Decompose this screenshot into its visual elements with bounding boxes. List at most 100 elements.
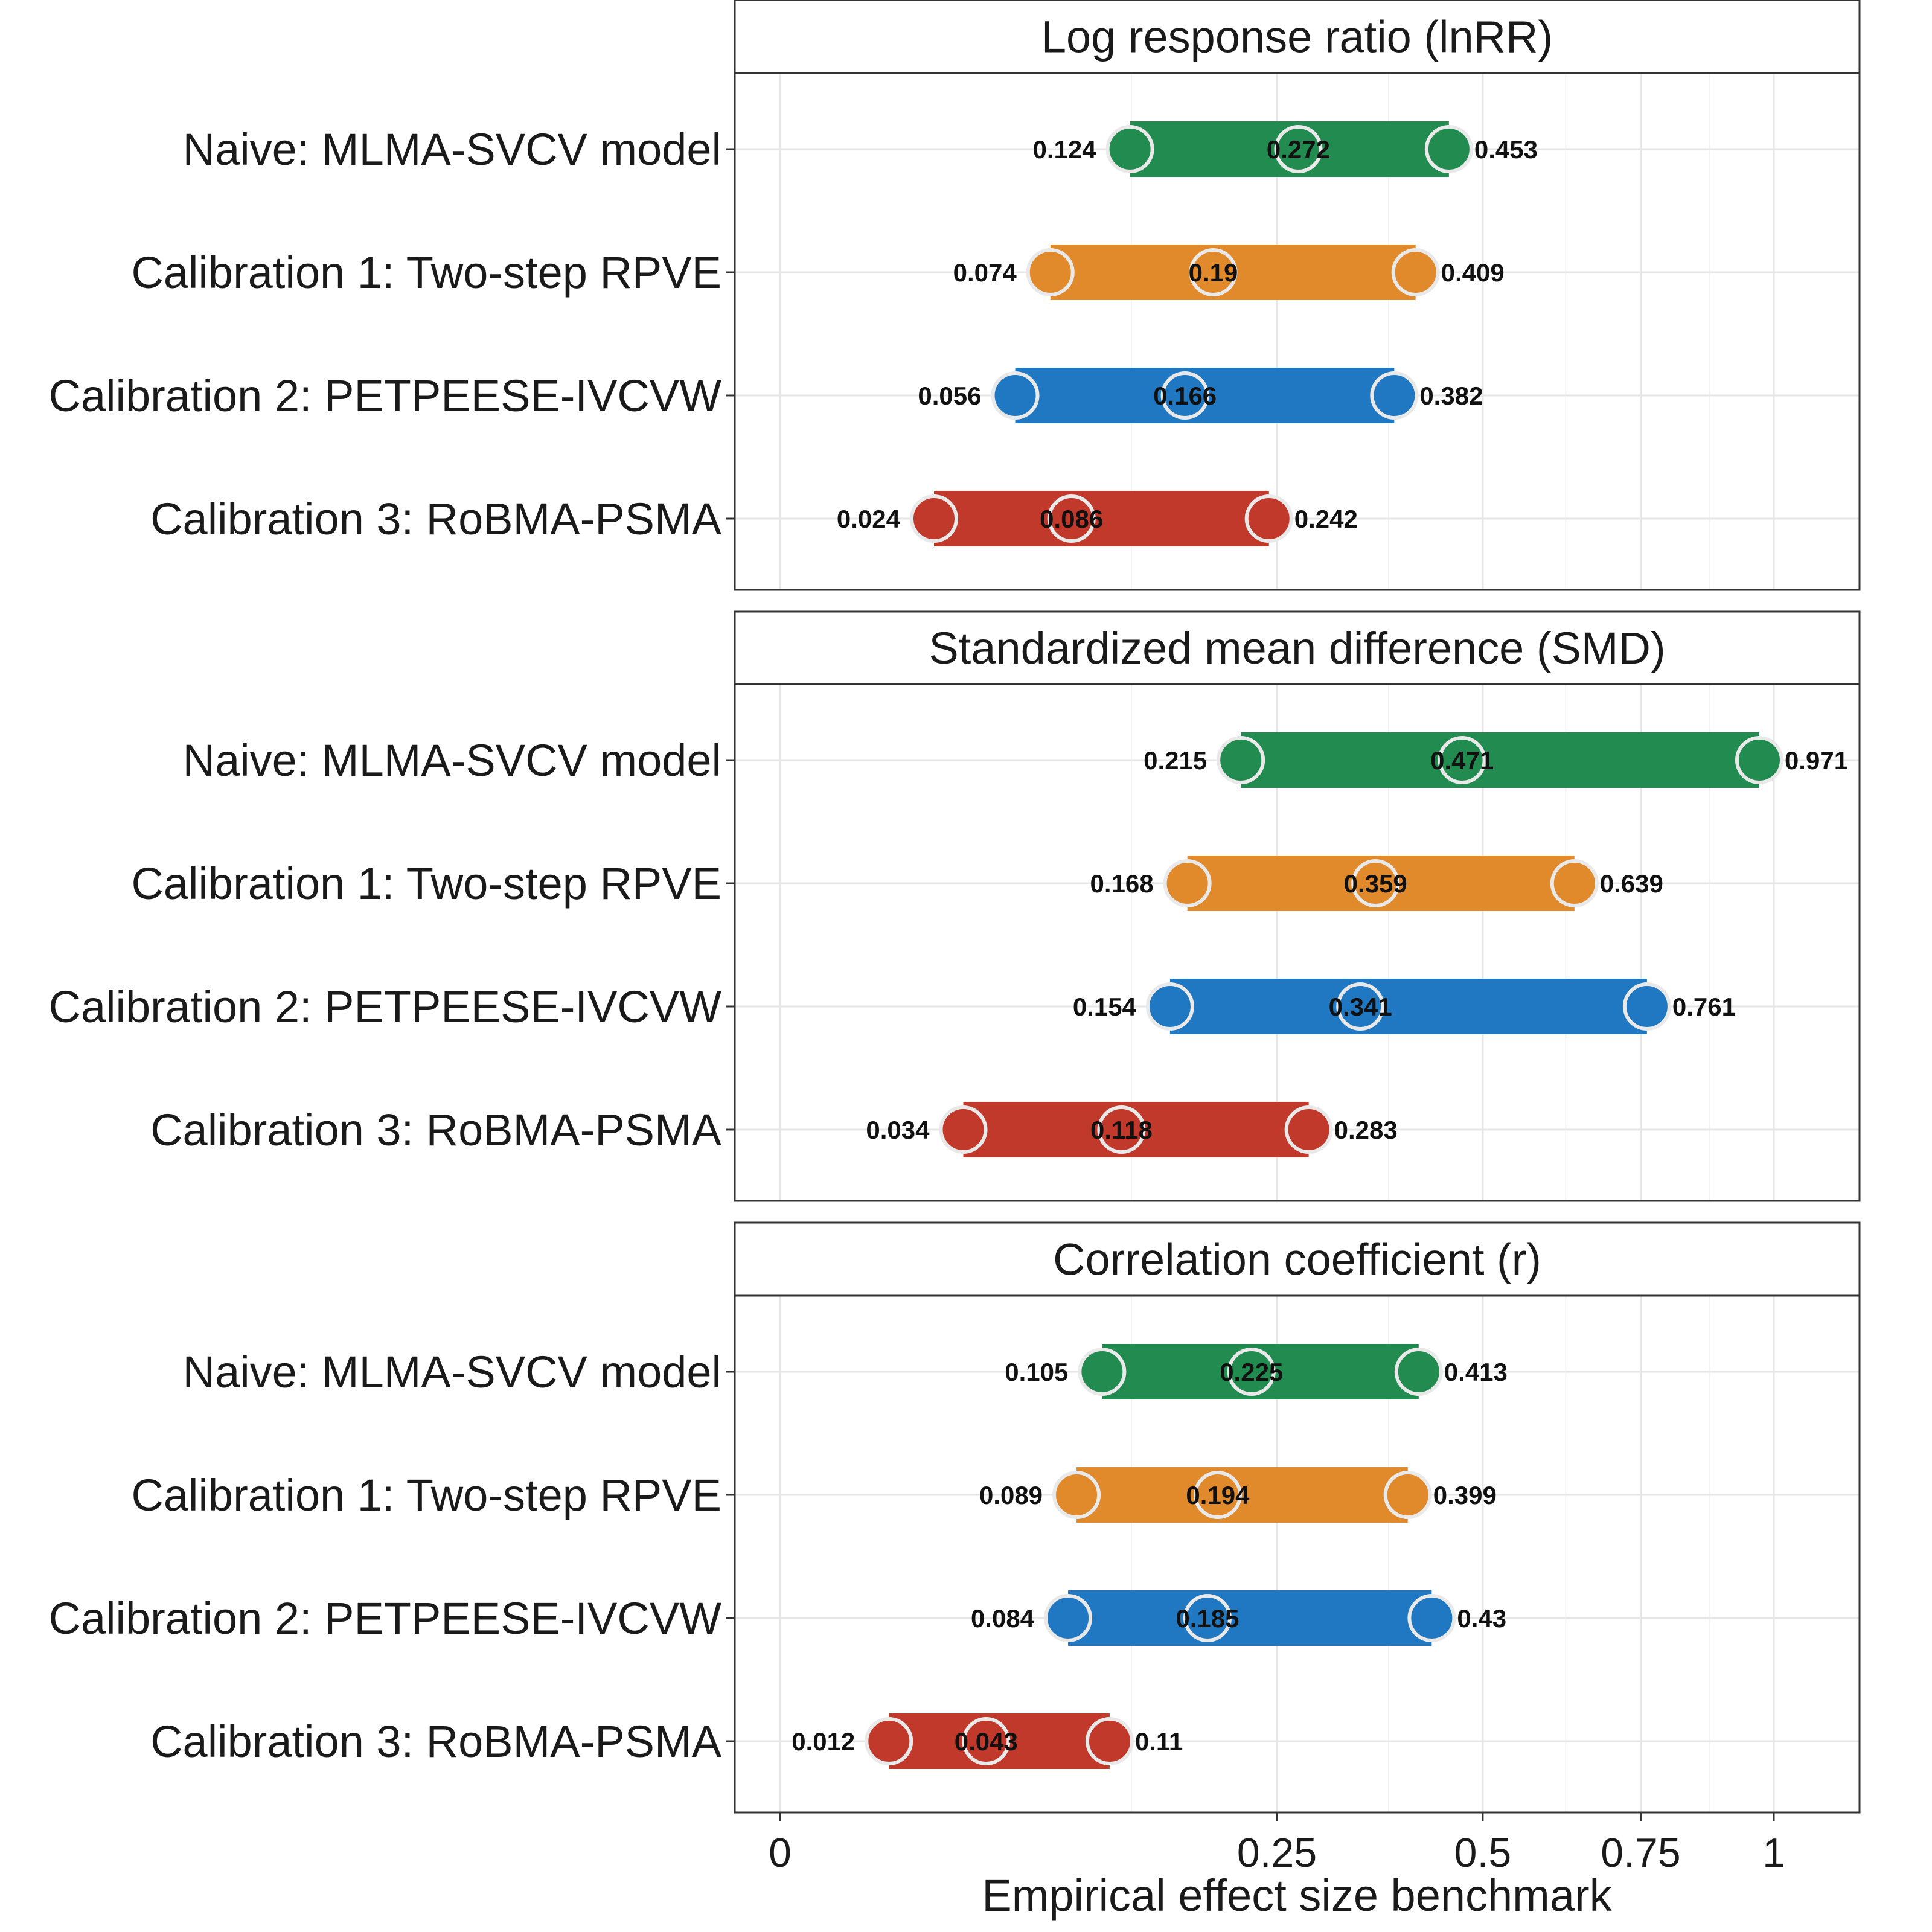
low-value-label: 0.215 xyxy=(1144,746,1207,775)
low-point xyxy=(1145,982,1194,1031)
mid-point xyxy=(1227,1348,1276,1396)
x-tick-label: 1 xyxy=(1762,1830,1785,1876)
range-bar xyxy=(1068,1590,1432,1646)
range-bar xyxy=(1015,368,1395,423)
low-point xyxy=(1105,125,1154,173)
plot-border xyxy=(734,1294,1861,1814)
high-point xyxy=(1085,1717,1134,1765)
low-value-label: 0.056 xyxy=(918,382,981,410)
panel-strip xyxy=(734,610,1861,685)
mid-value-label: 0.118 xyxy=(1090,1116,1153,1144)
range-bar xyxy=(1050,245,1416,300)
high-value-label: 0.242 xyxy=(1294,505,1358,533)
mid-value-label: 0.272 xyxy=(1267,135,1330,164)
low-value-label: 0.074 xyxy=(953,258,1017,287)
low-point xyxy=(991,371,1040,420)
low-point xyxy=(1026,248,1075,296)
panels: Log response ratio (lnRR) Naive: MLMA-SVC… xyxy=(49,0,1861,1814)
x-axis-title: Empirical effect size benchmark xyxy=(982,1870,1612,1921)
high-value-label: 0.453 xyxy=(1474,135,1538,164)
high-value-label: 0.399 xyxy=(1433,1481,1497,1509)
panel-strip xyxy=(734,0,1861,74)
range-bar xyxy=(1130,121,1449,177)
low-value-label: 0.089 xyxy=(979,1481,1043,1509)
high-value-label: 0.761 xyxy=(1672,993,1736,1021)
panel-title: Correlation coefficient (r) xyxy=(1053,1235,1541,1285)
low-value-label: 0.034 xyxy=(866,1116,930,1144)
high-point xyxy=(1284,1105,1333,1154)
panel: Correlation coefficient (r) Naive: MLMA-S… xyxy=(49,1221,1861,1814)
mid-point xyxy=(1351,859,1400,907)
x-tick-label: 0.25 xyxy=(1237,1830,1317,1876)
low-value-label: 0.124 xyxy=(1033,135,1097,164)
mid-point xyxy=(1097,1105,1146,1154)
low-point xyxy=(1217,736,1265,784)
low-point xyxy=(1044,1594,1093,1642)
mid-point xyxy=(962,1717,1011,1765)
mid-value-label: 0.225 xyxy=(1220,1358,1283,1386)
x-tick-label: 0 xyxy=(769,1830,792,1876)
category-label: Calibration 1: Two-step RPVE xyxy=(131,1470,721,1520)
mid-value-label: 0.359 xyxy=(1344,869,1407,898)
high-point xyxy=(1383,1471,1432,1519)
range-row: Calibration 1: Two-step RPVE 0.074 0.409 0.… xyxy=(131,245,1505,300)
low-value-label: 0.168 xyxy=(1090,869,1154,898)
high-point xyxy=(1424,125,1473,173)
category-label: Calibration 3: RoBMA-PSMA xyxy=(150,1716,722,1767)
range-row: Naive: MLMA-SVCV model 0.124 0.453 0.272 xyxy=(183,121,1538,177)
range-row: Naive: MLMA-SVCV model 0.215 0.971 0.471 xyxy=(183,732,1848,788)
high-point xyxy=(1622,982,1671,1031)
high-value-label: 0.11 xyxy=(1135,1727,1183,1756)
high-value-label: 0.971 xyxy=(1785,746,1848,775)
category-label: Calibration 1: Two-step RPVE xyxy=(131,859,721,909)
low-point xyxy=(1163,859,1212,907)
low-value-label: 0.084 xyxy=(971,1604,1035,1633)
range-row: Calibration 1: Two-step RPVE 0.089 0.399 0.… xyxy=(131,1467,1497,1523)
high-value-label: 0.413 xyxy=(1444,1358,1508,1386)
high-point xyxy=(1370,371,1419,420)
panel-strip xyxy=(734,1221,1861,1297)
range-row: Calibration 1: Two-step RPVE 0.168 0.639 0.… xyxy=(131,856,1663,911)
range-row: Calibration 3: RoBMA-PSMA 0.024 0.242 0.086 xyxy=(150,491,1358,546)
high-point xyxy=(1550,859,1599,907)
range-row: Naive: MLMA-SVCV model 0.105 0.413 0.225 xyxy=(183,1344,1508,1399)
range-row: Calibration 2: PETPEESE-IVCVW 0.154 0.761 0… xyxy=(49,979,1736,1034)
mid-value-label: 0.043 xyxy=(955,1727,1018,1756)
high-value-label: 0.43 xyxy=(1457,1604,1506,1633)
panel-title: Log response ratio (lnRR) xyxy=(1041,12,1553,62)
category-label: Calibration 3: RoBMA-PSMA xyxy=(150,494,722,544)
panel: Standardized mean difference (SMD) Naive:… xyxy=(49,610,1861,1202)
mid-value-label: 0.19 xyxy=(1189,258,1238,287)
category-label: Calibration 1: Two-step RPVE xyxy=(131,248,721,298)
category-label: Calibration 3: RoBMA-PSMA xyxy=(150,1105,722,1155)
mid-value-label: 0.185 xyxy=(1176,1604,1239,1633)
high-point xyxy=(1407,1594,1456,1642)
low-point xyxy=(865,1717,913,1765)
high-point xyxy=(1391,248,1440,296)
mid-point xyxy=(1193,1471,1242,1519)
x-tick-label: 0.75 xyxy=(1601,1830,1680,1876)
low-point xyxy=(1052,1471,1101,1519)
range-row: Calibration 3: RoBMA-PSMA 0.034 0.283 0.118 xyxy=(150,1102,1398,1157)
x-axis: 0 0.25 0.5 0.75 1 xyxy=(769,1812,1785,1876)
range-bar xyxy=(1102,1344,1419,1399)
panel: Log response ratio (lnRR) Naive: MLMA-SVC… xyxy=(49,0,1861,591)
range-bar xyxy=(933,491,1269,546)
mid-point xyxy=(1274,125,1323,173)
range-bar xyxy=(1187,856,1575,911)
low-value-label: 0.012 xyxy=(792,1727,855,1756)
low-point xyxy=(939,1105,988,1154)
range-row: Calibration 3: RoBMA-PSMA 0.012 0.11 0.043 xyxy=(150,1713,1183,1769)
low-value-label: 0.105 xyxy=(1005,1358,1068,1386)
mid-value-label: 0.471 xyxy=(1430,746,1494,775)
category-label: Naive: MLMA-SVCV model xyxy=(183,1347,721,1397)
range-bar xyxy=(1241,732,1759,788)
range-bar xyxy=(1076,1467,1408,1523)
mid-point xyxy=(1336,982,1385,1031)
high-point xyxy=(1735,736,1783,784)
low-point xyxy=(909,494,958,543)
high-value-label: 0.382 xyxy=(1419,382,1483,410)
category-label: Calibration 2: PETPEESE-IVCVW xyxy=(49,371,722,421)
mid-point xyxy=(1047,494,1096,543)
